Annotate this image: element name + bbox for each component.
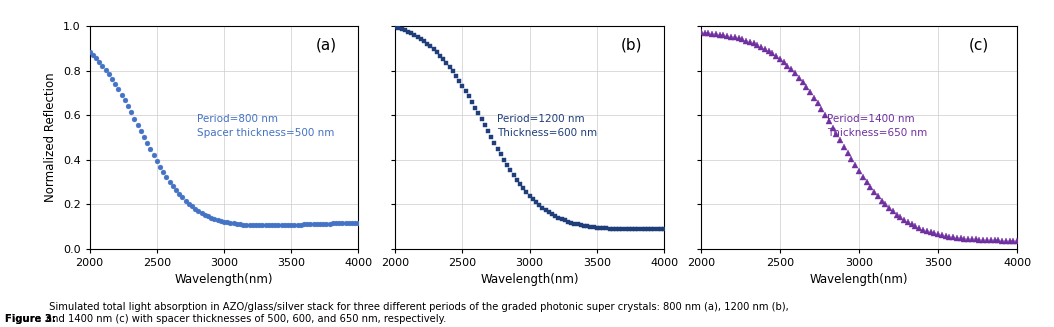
X-axis label: Wavelength(nm): Wavelength(nm) [481, 273, 579, 286]
Text: Period=1200 nm
Thickness=600 nm: Period=1200 nm Thickness=600 nm [497, 114, 598, 138]
X-axis label: Wavelength(nm): Wavelength(nm) [809, 273, 909, 286]
Text: (b): (b) [621, 37, 643, 52]
Text: Figure 3:: Figure 3: [5, 314, 56, 324]
Y-axis label: Normalized Reflection: Normalized Reflection [44, 73, 57, 202]
Text: Figure 3:: Figure 3: [5, 314, 56, 324]
Text: Figure 3: Simulated total light absorption in AZO/glass/silver stack for three d: Figure 3: Simulated total light absorpti… [5, 302, 792, 324]
Text: Simulated total light absorption in AZO/glass/silver stack for three different p: Simulated total light absorption in AZO/… [46, 302, 788, 324]
Text: Period=800 nm
Spacer thickness=500 nm: Period=800 nm Spacer thickness=500 nm [197, 114, 334, 138]
X-axis label: Wavelength(nm): Wavelength(nm) [175, 273, 273, 286]
Text: (c): (c) [969, 37, 990, 52]
Text: (a): (a) [315, 37, 336, 52]
Text: Period=1400 nm
Thickness=650 nm: Period=1400 nm Thickness=650 nm [827, 114, 928, 138]
